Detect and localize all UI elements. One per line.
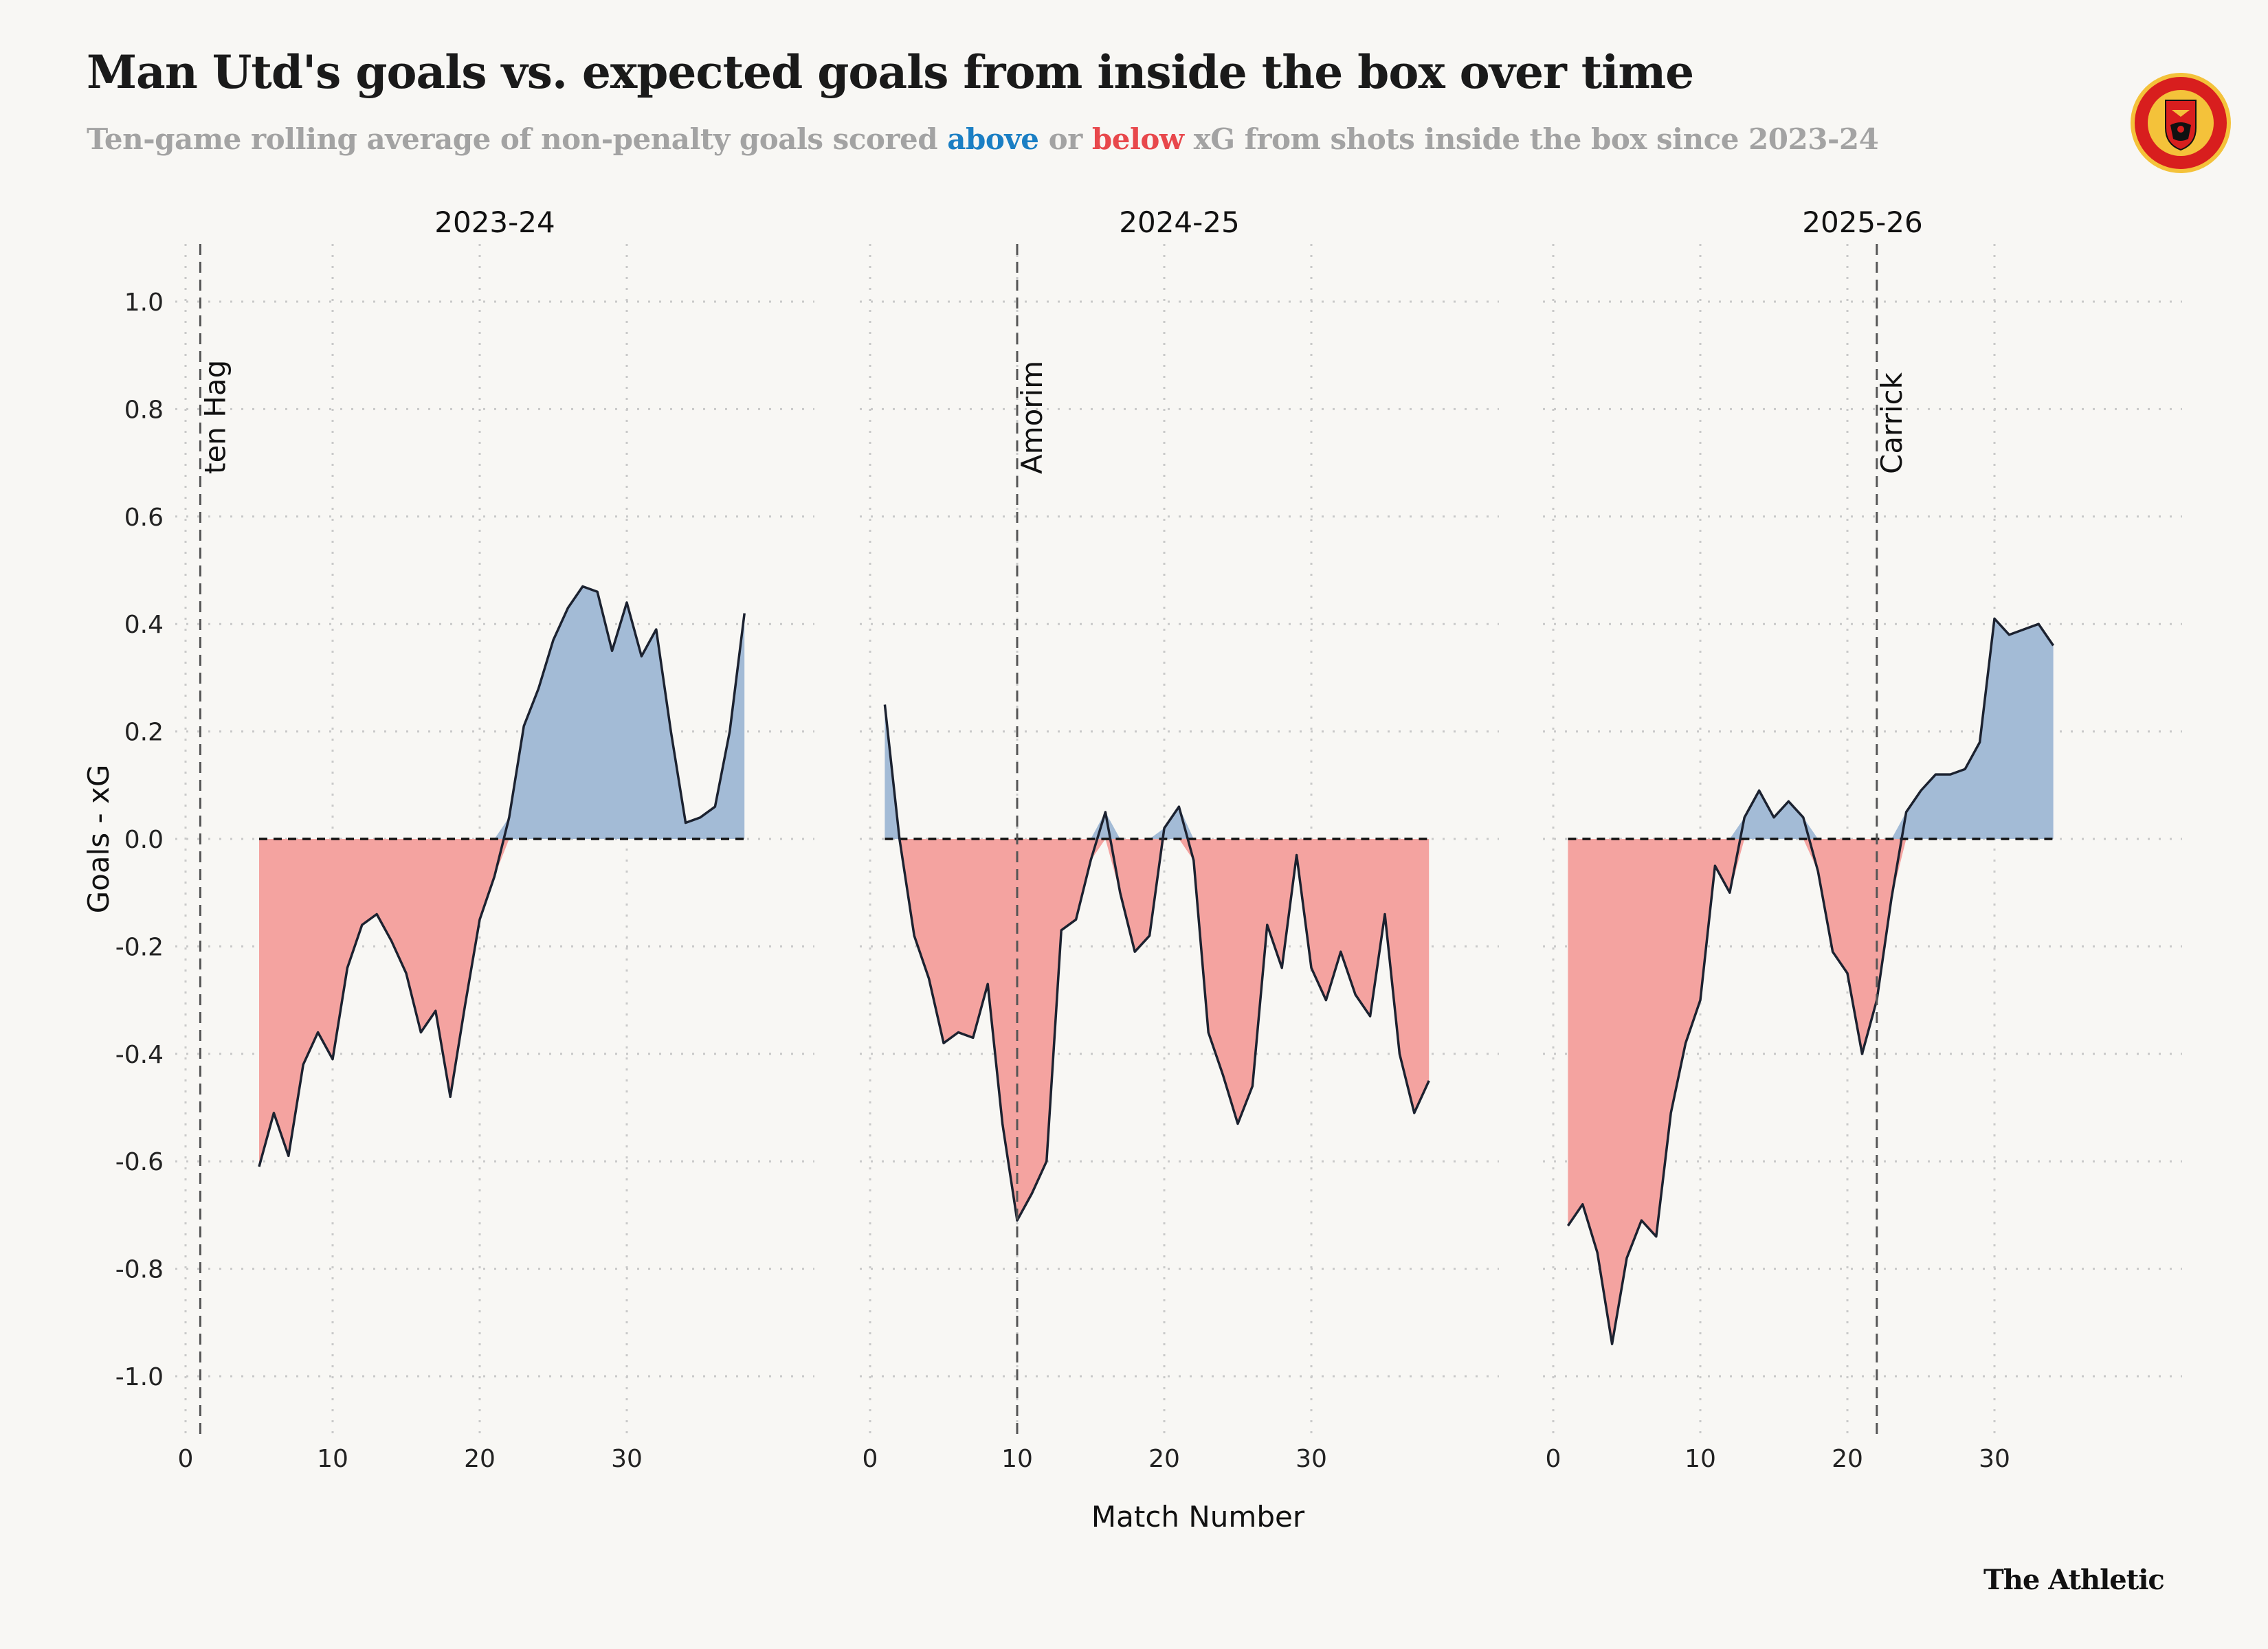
series-line-2025-26	[1566, 617, 2055, 1345]
y-tick-label-0: 1.0	[124, 289, 164, 317]
manager-label-1: Amorim	[1015, 361, 1049, 474]
x-tick-label-2-1: 10	[1685, 1445, 1716, 1473]
y-tick-label-4: 0.2	[124, 719, 164, 747]
club-crest-logo	[2131, 73, 2231, 173]
subtitle-text-middle: or	[1038, 122, 1092, 156]
x-tick-label-0-1: 10	[317, 1445, 348, 1473]
x-tick-label-1-0: 0	[863, 1445, 878, 1473]
series-line-2024-25	[883, 704, 1430, 1222]
chart-title: Man Utd's goals vs. expected goals from …	[87, 45, 1694, 99]
chart-subtitle: Ten-game rolling average of non-penalty …	[87, 122, 1879, 156]
panel-title-1: 2024-25	[1119, 205, 1240, 239]
area-above-2025-26	[1568, 618, 2054, 839]
x-tick-label-0-3: 30	[611, 1445, 643, 1473]
y-tick-label-8: -0.6	[115, 1148, 164, 1176]
y-tick-label-9: -0.8	[115, 1256, 164, 1284]
y-tick-label-3: 0.4	[124, 611, 164, 639]
area-above-2023-24	[259, 586, 745, 839]
panel-title-0: 2023-24	[434, 205, 555, 239]
publisher-credit: The Athletic	[1983, 1564, 2165, 1596]
x-axis-label: Match Number	[1091, 1500, 1305, 1534]
subtitle-above-word: above	[947, 122, 1039, 156]
y-tick-label-2: 0.6	[124, 504, 164, 532]
panel-title-2: 2025-26	[1802, 205, 1923, 239]
y-tick-label-6: -0.2	[115, 933, 164, 961]
area-below-2025-26	[1568, 839, 2054, 1345]
x-tick-label-1-1: 10	[1001, 1445, 1033, 1473]
x-tick-label-2-2: 20	[1832, 1445, 1863, 1473]
y-tick-label-10: -1.0	[115, 1363, 164, 1391]
y-tick-label-7: -0.4	[115, 1041, 164, 1069]
manager-label-2: Carrick	[1875, 372, 1909, 474]
manager-label-0: ten Hag	[198, 360, 232, 474]
subtitle-text-end: xG from shots inside the box since 2023-…	[1183, 122, 1879, 156]
subtitle-text-start: Ten-game rolling average of non-penalty …	[87, 122, 948, 156]
area-below-2023-24	[259, 839, 745, 1167]
x-tick-label-1-3: 30	[1296, 1445, 1327, 1473]
y-tick-label-5: 0.0	[124, 826, 164, 854]
y-axis-label: Goals - xG	[82, 765, 115, 914]
x-tick-label-0-0: 0	[178, 1445, 194, 1473]
x-tick-label-2-0: 0	[1546, 1445, 1561, 1473]
x-tick-label-2-3: 30	[1979, 1445, 2010, 1473]
series-line-2023-24	[258, 585, 746, 1167]
x-tick-label-1-2: 20	[1148, 1445, 1180, 1473]
area-below-2024-25	[885, 839, 1430, 1221]
area-above-2024-25	[885, 704, 1430, 839]
subtitle-below-word: below	[1091, 122, 1184, 156]
y-tick-label-1: 0.8	[124, 396, 164, 424]
x-tick-label-0-2: 20	[464, 1445, 496, 1473]
